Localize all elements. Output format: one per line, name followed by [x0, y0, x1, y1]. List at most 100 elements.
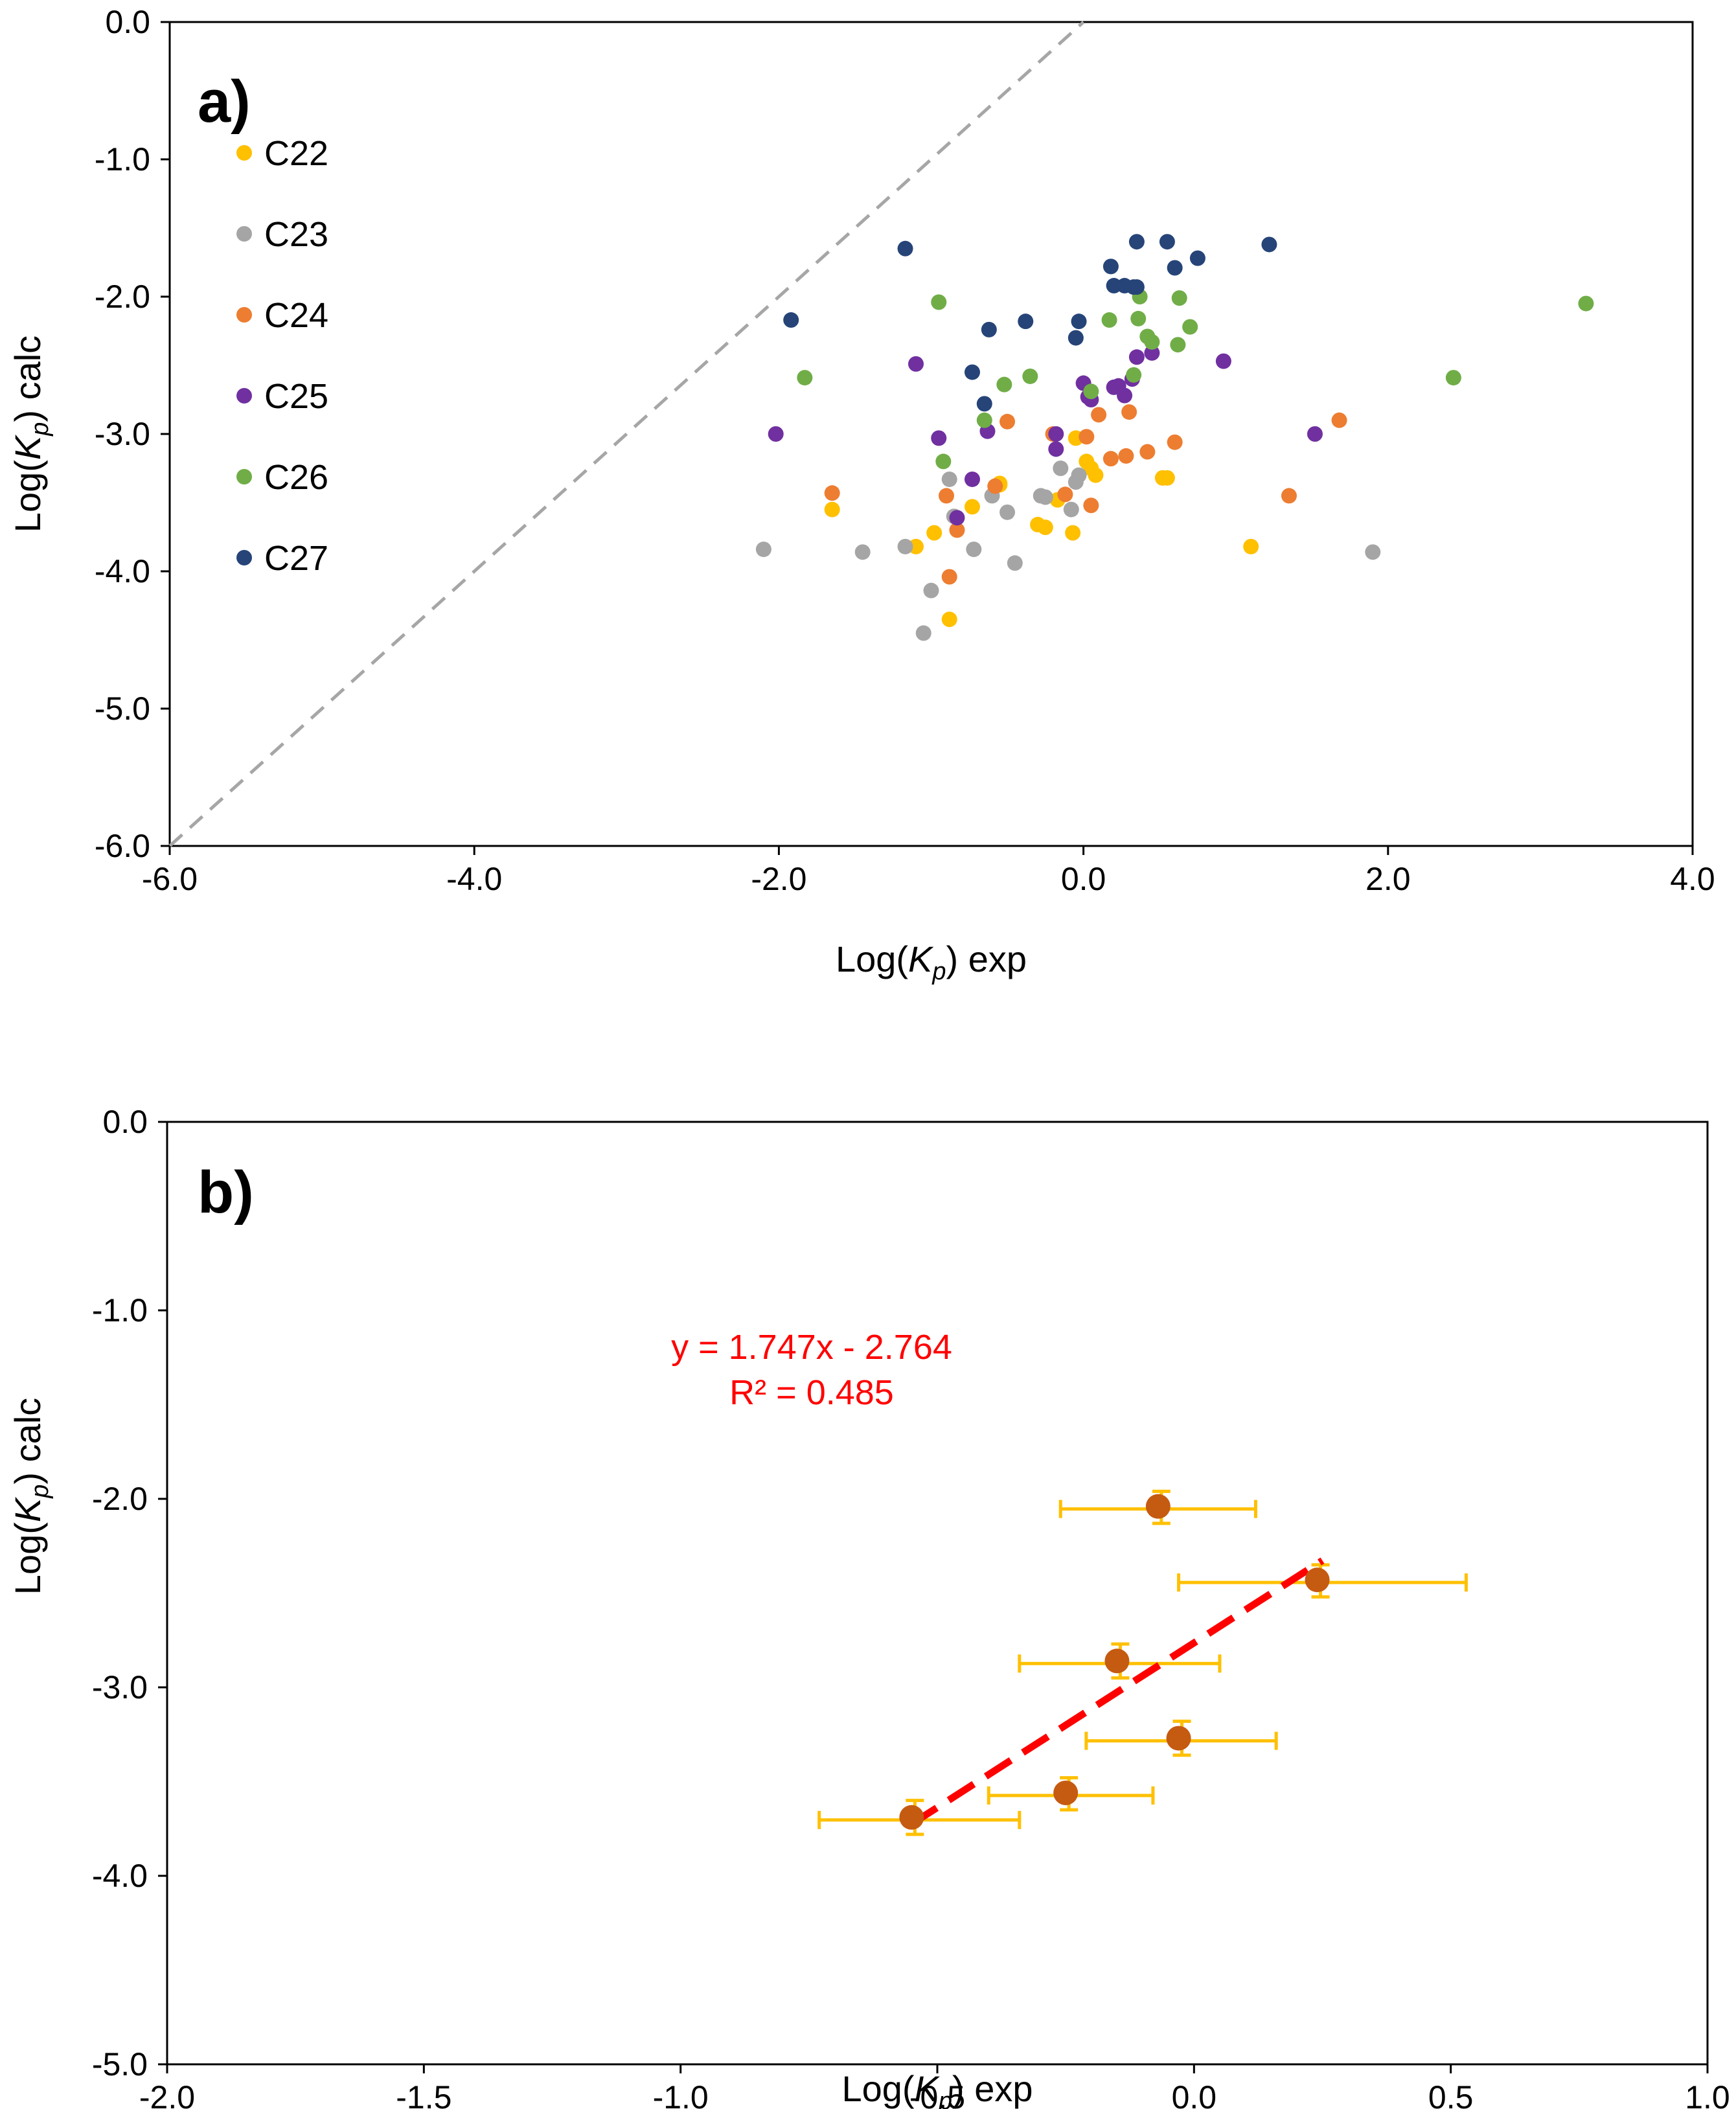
data-point — [987, 478, 1003, 494]
data-point — [1121, 404, 1137, 420]
data-point — [949, 510, 965, 526]
data-point — [783, 312, 799, 328]
data-point — [964, 364, 980, 380]
data-point — [996, 376, 1012, 393]
y-tick-label: -2.0 — [92, 1481, 148, 1517]
panel-a: -6.0 -4.0 -2.0 0.0 2.0 4.0 0.0 -1.0 -2.0 -3.0 -4.… — [7, 4, 1715, 985]
panel-a-data-points — [755, 234, 1594, 641]
panel-b-data-points — [899, 1494, 1330, 1830]
data-point — [999, 413, 1016, 429]
data-point — [1048, 426, 1064, 442]
data-point — [939, 488, 955, 504]
data-point — [941, 611, 957, 628]
data-point — [1243, 538, 1259, 554]
data-point — [797, 370, 813, 386]
data-point — [935, 453, 952, 470]
data-point — [1128, 349, 1145, 365]
data-point — [1091, 407, 1107, 423]
data-point — [941, 471, 957, 487]
x-tick-label: 0.5 — [1428, 2079, 1474, 2109]
data-point — [1144, 334, 1160, 350]
y-tick-label: -3.0 — [92, 1669, 148, 1705]
y-tick-label: -2.0 — [95, 279, 150, 315]
x-tick-label: -4.0 — [446, 861, 502, 897]
data-point — [1159, 470, 1175, 486]
data-point — [1102, 258, 1119, 275]
panel-b-error-bars — [817, 1489, 1468, 1836]
data-point — [1053, 1780, 1079, 1805]
x-tick-label: 2.0 — [1365, 861, 1411, 897]
panel-a-legend: C22 C23 C24 C25 C26 C27 — [236, 134, 328, 578]
data-point — [976, 396, 992, 412]
data-point — [1261, 236, 1277, 253]
trendline — [909, 1557, 1325, 1827]
legend-label: C25 — [264, 377, 328, 416]
data-point — [915, 625, 931, 641]
data-point — [854, 544, 871, 560]
data-point — [1037, 489, 1053, 505]
data-point — [755, 542, 771, 558]
legend-marker — [236, 145, 252, 161]
legend-label: C27 — [264, 539, 328, 578]
legend-label: C24 — [264, 296, 328, 335]
data-point — [1079, 429, 1095, 445]
x-tick-label: 0.0 — [1172, 2079, 1217, 2109]
y-tick-label: -4.0 — [95, 553, 150, 589]
data-point — [1445, 370, 1461, 386]
data-point — [824, 485, 840, 501]
data-point — [897, 240, 913, 256]
data-point — [966, 542, 982, 558]
data-point — [1331, 412, 1347, 428]
data-point — [964, 471, 980, 487]
trendline-equation: y = 1.747x - 2.764 — [671, 1328, 952, 1367]
data-point — [1365, 544, 1381, 560]
data-point — [1167, 260, 1183, 276]
data-point — [1139, 444, 1156, 460]
data-point — [981, 321, 997, 337]
data-point — [1166, 1726, 1191, 1751]
identity-reference-line — [168, 21, 1085, 847]
y-tick-label: -1.0 — [95, 141, 150, 177]
series-c26 — [797, 289, 1594, 470]
data-point — [1063, 501, 1079, 518]
data-point — [1071, 467, 1087, 483]
panel-b-x-ticks: -2.0 -1.5 -1.0 -0.5 0.0 0.5 1.0 — [139, 2064, 1730, 2109]
data-point — [949, 522, 965, 538]
legend-marker — [236, 469, 252, 484]
x-tick-label: 4.0 — [1670, 861, 1715, 897]
y-tick-label: 0.0 — [102, 1104, 148, 1140]
data-point — [1065, 525, 1081, 541]
panel-b-x-axis-title: Log(Kp) exp — [841, 2068, 1033, 2109]
panel-a-label: a) — [198, 69, 251, 135]
data-point — [964, 499, 980, 515]
panel-b-label: b) — [198, 1159, 254, 1226]
data-point — [1182, 319, 1198, 335]
data-point — [1104, 1648, 1130, 1674]
data-point — [1018, 314, 1034, 330]
data-point — [941, 569, 957, 585]
data-point — [1102, 451, 1119, 467]
data-point — [1083, 383, 1099, 400]
data-point — [1144, 345, 1160, 361]
data-point — [1305, 1568, 1330, 1593]
legend-marker — [236, 226, 252, 242]
data-point — [1117, 387, 1133, 404]
y-tick-label: -1.0 — [92, 1292, 148, 1328]
data-point — [1126, 367, 1142, 383]
panel-b-plot-frame — [166, 1121, 1709, 2066]
y-tick-label: -6.0 — [95, 828, 150, 864]
y-tick-label: -5.0 — [92, 2046, 148, 2082]
data-point — [1106, 278, 1122, 294]
x-tick-label: -1.5 — [396, 2079, 451, 2109]
data-point — [1071, 314, 1087, 330]
data-point — [908, 356, 924, 372]
data-point — [1281, 488, 1297, 504]
panel-b: -2.0 -1.5 -1.0 -0.5 0.0 0.5 1.0 0.0 -1.0 -2.0 -3.… — [7, 1104, 1730, 2109]
data-point — [1118, 448, 1134, 464]
data-point — [1170, 337, 1186, 353]
data-point — [1007, 555, 1023, 571]
data-point — [1189, 250, 1205, 266]
data-point — [1068, 330, 1084, 346]
legend-label: C23 — [264, 215, 328, 254]
